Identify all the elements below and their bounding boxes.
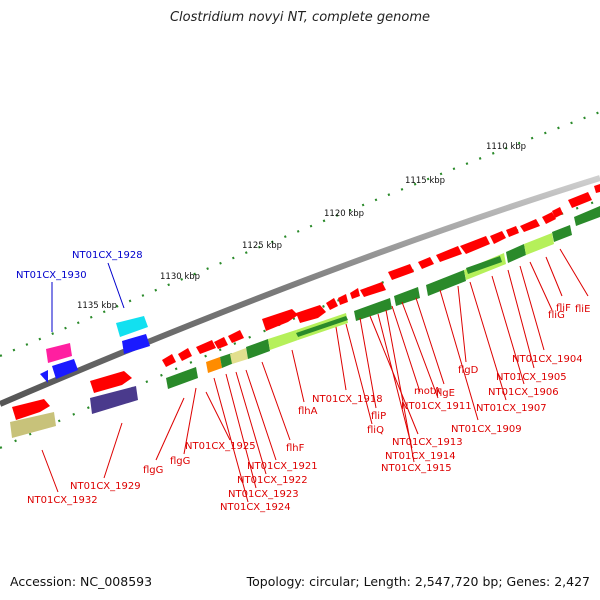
accession-text: Accession: NC_008593 [10,574,153,589]
cds-gene[interactable] [178,348,192,361]
cds-gene[interactable] [214,337,228,349]
cds-gene[interactable] [426,270,466,296]
cds-gene[interactable] [228,330,244,343]
gene-label[interactable]: NT01CX_1905 [496,372,567,383]
gene-label[interactable]: fliF [556,303,571,314]
cds-gene[interactable] [166,367,198,389]
reverse-cds-track [10,206,600,438]
feature-blue-small[interactable] [40,370,48,383]
cds-gene[interactable] [246,339,270,359]
feature-blue[interactable] [52,359,78,379]
cds-gene[interactable] [350,288,360,299]
gene-label[interactable]: NT01CX_1913 [392,437,463,448]
gene-label[interactable]: flgG [143,465,163,476]
cds-gene[interactable] [552,225,572,242]
outer-feature-track [40,316,150,383]
gene-label[interactable]: NT01CX_1904 [512,354,583,365]
cds-gene[interactable] [296,305,326,323]
forward-cds-track [12,184,600,420]
scale-label-1120: 1120 kbp [324,209,364,219]
gene-label[interactable]: NT01CX_1923 [228,489,299,500]
gene-label[interactable]: NT01CX_1921 [247,461,318,472]
cds-gene[interactable] [206,357,222,373]
cds-gene[interactable] [394,287,420,306]
cds-gene[interactable] [460,236,490,254]
cds-gene[interactable] [594,184,600,193]
cds-gene[interactable] [574,206,600,226]
cds-gene[interactable] [326,298,338,310]
cds-gene[interactable] [10,412,56,438]
scale-label-1115: 1115 kbp [405,176,445,186]
cds-gene[interactable] [262,309,298,331]
cds-gene[interactable] [506,226,519,237]
gene-label[interactable]: NT01CX_1922 [237,475,308,486]
cds-gene[interactable] [506,244,526,263]
gene-label[interactable]: NT01CX_1906 [488,387,559,398]
gene-label-blue[interactable]: NT01CX_1930 [16,270,87,281]
cds-gene[interactable] [354,298,392,321]
gene-label-blue[interactable]: NT01CX_1928 [72,250,143,261]
cds-gene[interactable] [388,264,414,280]
gene-label[interactable]: NT01CX_1932 [27,495,98,506]
scale-label-1135: 1135 kbp [77,301,117,311]
gene-label[interactable]: fliQ [367,425,384,436]
gene-label[interactable]: NT01CX_1911 [401,401,472,412]
cds-gene[interactable] [268,330,298,350]
cds-gene[interactable] [230,348,248,364]
gene-label[interactable]: NT01CX_1915 [381,463,452,474]
cds-gene[interactable] [220,353,234,368]
genome-backbone [0,175,600,407]
cds-gene[interactable] [90,371,132,393]
topology-text: Topology: circular; Length: 2,547,720 bp… [246,574,590,589]
feature-blue[interactable] [122,334,150,354]
feature-magenta[interactable] [46,343,72,363]
cds-gene[interactable] [490,231,506,244]
label-leader-lines-blue [51,262,125,332]
gene-label[interactable]: flgD [458,365,479,376]
cds-gene[interactable] [436,246,462,262]
gene-label[interactable]: fliP [371,411,386,422]
cds-gene[interactable] [520,219,540,232]
cds-gene[interactable] [466,256,502,274]
cds-gene[interactable] [296,316,348,337]
cds-gene[interactable] [524,233,554,255]
scale-label-1125: 1125 kbp [242,241,282,251]
cds-gene[interactable] [552,207,563,218]
gene-label[interactable]: NT01CX_1914 [385,451,456,462]
cds-gene[interactable] [196,340,216,354]
cds-gene[interactable] [90,386,138,414]
gene-label[interactable]: NT01CX_1918 [312,394,383,405]
cds-gene[interactable] [338,294,348,305]
gene-label[interactable]: NT01CX_1924 [220,502,291,513]
scale-label-1110: 1110 kbp [486,142,526,152]
cds-gene[interactable] [162,354,176,367]
gene-label[interactable]: flgG [170,456,190,467]
cds-gene[interactable] [542,212,556,224]
gene-label[interactable]: motA [414,386,441,397]
cds-gene[interactable] [360,282,386,297]
gene-label[interactable]: fliE [575,304,590,315]
feature-cyan[interactable] [116,316,148,337]
cds-gene[interactable] [568,192,592,208]
gene-label[interactable]: NT01CX_1925 [185,441,256,452]
scale-label-1130: 1130 kbp [160,272,200,282]
cds-gene[interactable] [418,257,434,269]
cds-gene[interactable] [12,399,50,420]
gene-label[interactable]: NT01CX_1929 [70,481,141,492]
gene-label[interactable]: NT01CX_1909 [451,424,522,435]
gene-label[interactable]: flgE [436,388,455,399]
gene-label[interactable]: flhA [298,406,318,417]
gene-label[interactable]: flhF [286,443,305,454]
label-leader-lines [41,248,589,503]
gene-label[interactable]: fliG [548,310,565,321]
scale-arc [0,110,600,358]
map-title: Clostridium novyi NT, complete genome [169,10,431,25]
gene-label[interactable]: NT01CX_1907 [476,403,547,414]
